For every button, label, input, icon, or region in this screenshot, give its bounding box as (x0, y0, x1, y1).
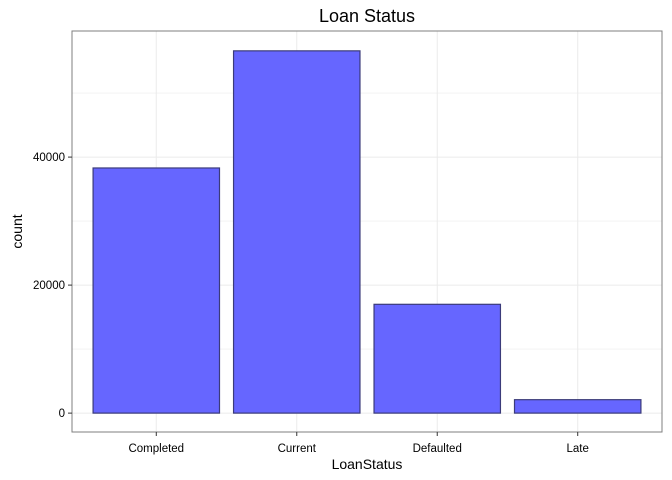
y-tick-label: 0 (59, 408, 65, 420)
bar-current (232, 50, 361, 414)
bars (92, 50, 642, 414)
y-axis-title: count (9, 214, 25, 248)
y-tick-label: 20000 (33, 280, 65, 292)
x-tick-label: Late (567, 443, 589, 455)
x-tick-label: Current (278, 443, 317, 455)
x-tick-label: Defaulted (413, 443, 462, 455)
x-tick-label: Completed (128, 443, 184, 455)
axes: 0 20000 40000 Completed Current Defaulted Late (33, 152, 589, 455)
chart-title: Loan Status (319, 6, 415, 26)
bar-completed (92, 167, 221, 414)
x-axis-title: LoanStatus (332, 456, 403, 472)
bar-defaulted (373, 303, 502, 414)
bar-late (513, 399, 642, 414)
panel-border (71, 30, 663, 433)
y-tick-label: 40000 (33, 152, 65, 164)
